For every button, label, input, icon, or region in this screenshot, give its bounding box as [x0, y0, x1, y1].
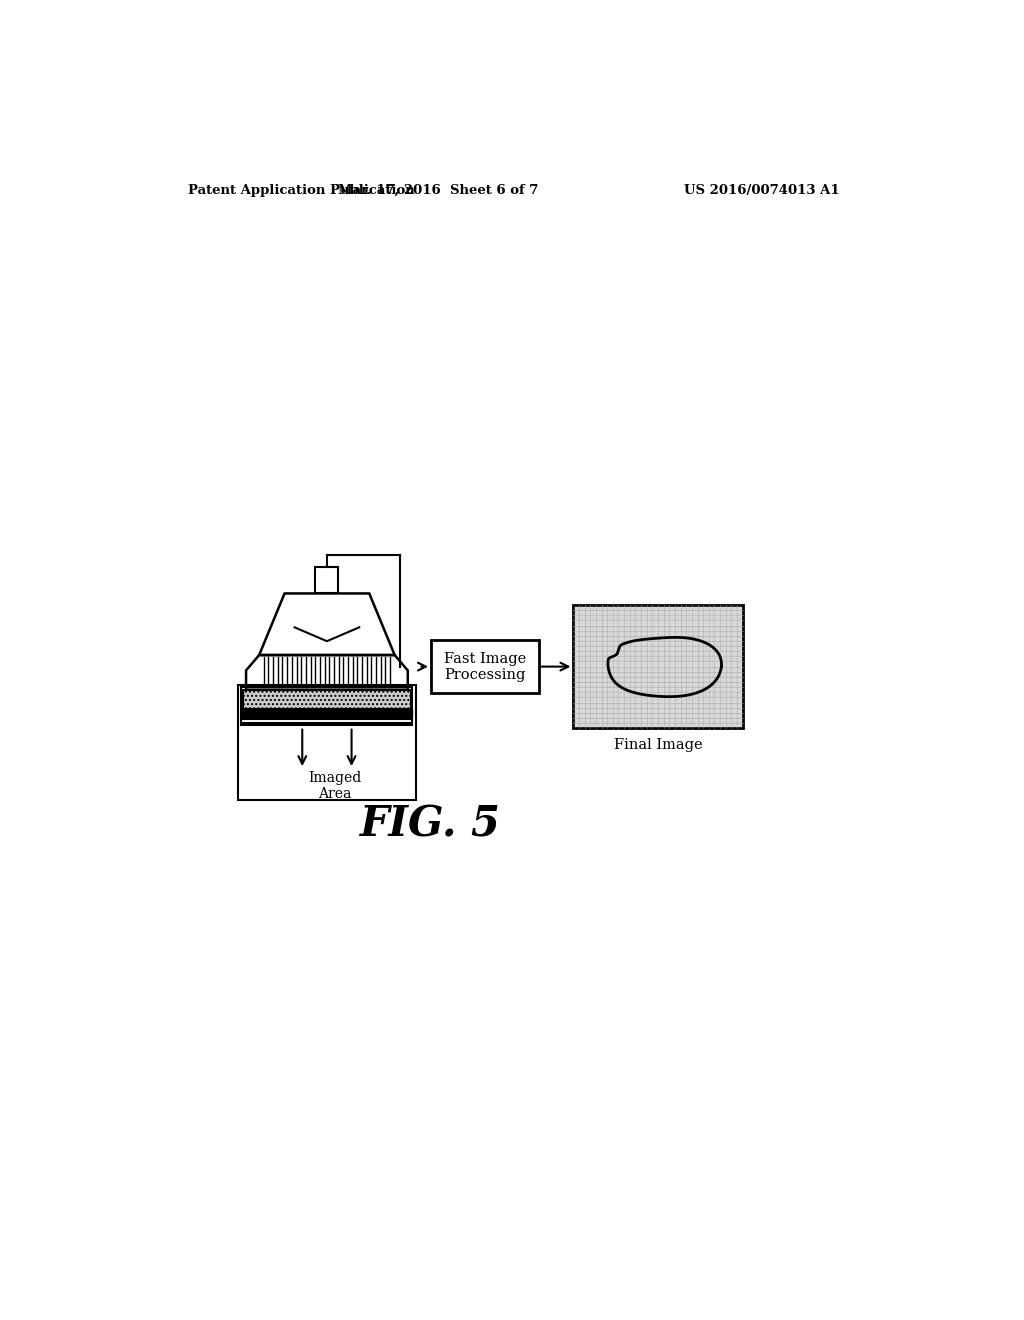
Text: Mar. 17, 2016  Sheet 6 of 7: Mar. 17, 2016 Sheet 6 of 7	[338, 185, 539, 197]
Text: Final Image: Final Image	[613, 738, 702, 752]
Bar	[242, 709, 413, 717]
Bar	[315, 566, 339, 594]
Bar	[242, 688, 413, 725]
Text: Fast Image
Processing: Fast Image Processing	[443, 652, 526, 681]
Bar	[431, 640, 539, 693]
Bar	[573, 605, 742, 729]
Text: Patent Application Publication: Patent Application Publication	[188, 185, 415, 197]
Bar	[243, 689, 411, 709]
Text: FIG. 5: FIG. 5	[360, 804, 502, 845]
Bar	[238, 685, 416, 800]
Text: Imaged
Area: Imaged Area	[308, 771, 361, 801]
Text: US 2016/0074013 A1: US 2016/0074013 A1	[684, 185, 840, 197]
